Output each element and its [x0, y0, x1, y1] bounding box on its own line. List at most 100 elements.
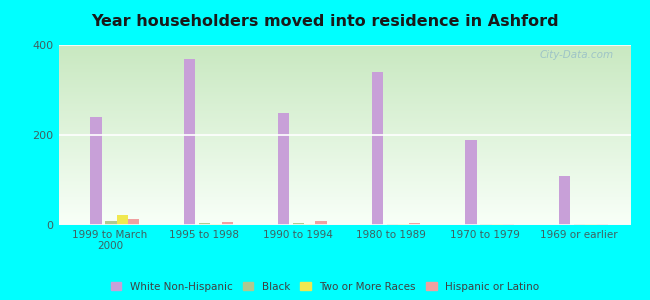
Bar [58, 173, 630, 174]
Bar [58, 109, 630, 110]
Bar [58, 61, 630, 62]
Bar [58, 186, 630, 187]
Bar [128, 219, 139, 225]
Bar [58, 118, 630, 119]
Bar [58, 203, 630, 204]
Text: City-Data.com: City-Data.com [540, 50, 614, 60]
Bar [58, 54, 630, 55]
Bar [58, 209, 630, 210]
Bar [58, 75, 630, 76]
Bar [58, 169, 630, 170]
Bar [574, 224, 586, 225]
Bar [58, 172, 630, 173]
Bar [58, 138, 630, 139]
Bar [58, 89, 630, 90]
Bar [58, 171, 630, 172]
Bar [58, 88, 630, 89]
Bar [58, 82, 630, 83]
Bar [58, 74, 630, 75]
Bar [503, 224, 514, 225]
Bar [58, 144, 630, 145]
Bar [58, 154, 630, 155]
Bar [58, 57, 630, 58]
Legend: White Non-Hispanic, Black, Two or More Races, Hispanic or Latino: White Non-Hispanic, Black, Two or More R… [108, 278, 542, 295]
Bar [58, 117, 630, 118]
Bar [58, 196, 630, 197]
Bar [58, 49, 630, 50]
Bar [58, 218, 630, 219]
Bar [58, 202, 630, 203]
Bar [58, 215, 630, 216]
Bar [58, 220, 630, 221]
Bar [58, 205, 630, 206]
Bar [58, 83, 630, 84]
Bar [58, 100, 630, 101]
Bar [58, 69, 630, 70]
Bar [58, 110, 630, 111]
Bar [58, 107, 630, 108]
Bar [58, 160, 630, 161]
Bar [58, 50, 630, 51]
Bar [58, 224, 630, 225]
Bar [58, 157, 630, 158]
Bar [58, 179, 630, 180]
Bar [58, 146, 630, 147]
Bar [58, 199, 630, 200]
Bar [116, 215, 128, 225]
Bar [58, 111, 630, 112]
Bar [58, 202, 630, 203]
Bar [597, 224, 608, 225]
Bar [58, 149, 630, 150]
Bar [58, 121, 630, 122]
Bar [58, 90, 630, 91]
Bar [58, 84, 630, 85]
Bar [559, 176, 571, 225]
Bar [58, 99, 630, 100]
Bar [58, 167, 630, 168]
Bar [58, 198, 630, 199]
Bar [58, 119, 630, 120]
Bar [58, 135, 630, 136]
Bar [58, 129, 630, 130]
Bar [586, 224, 597, 225]
Bar [58, 77, 630, 78]
Bar [58, 193, 630, 194]
Bar [58, 114, 630, 115]
Bar [58, 142, 630, 143]
Bar [58, 59, 630, 60]
Bar [58, 94, 630, 95]
Bar [293, 223, 304, 225]
Bar [58, 115, 630, 116]
Bar [222, 222, 233, 225]
Bar [58, 191, 630, 192]
Bar [58, 45, 630, 46]
Bar [58, 156, 630, 157]
Bar [58, 78, 630, 79]
Bar [58, 48, 630, 49]
Bar [58, 190, 630, 191]
Bar [58, 140, 630, 141]
Bar [58, 194, 630, 195]
Bar [58, 68, 630, 69]
Bar [58, 150, 630, 151]
Bar [58, 177, 630, 178]
Bar [58, 204, 630, 205]
Bar [58, 104, 630, 105]
Bar [58, 132, 630, 133]
Bar [58, 86, 630, 87]
Bar [58, 76, 630, 77]
Bar [58, 126, 630, 127]
Bar [58, 137, 630, 138]
Bar [278, 113, 289, 225]
Bar [58, 56, 630, 57]
Bar [58, 67, 630, 68]
Bar [58, 151, 630, 152]
Bar [58, 184, 630, 185]
Bar [387, 224, 398, 225]
Bar [58, 112, 630, 113]
Bar [58, 178, 630, 179]
Bar [58, 159, 630, 160]
Bar [58, 139, 630, 140]
Bar [58, 124, 630, 125]
Bar [58, 133, 630, 134]
